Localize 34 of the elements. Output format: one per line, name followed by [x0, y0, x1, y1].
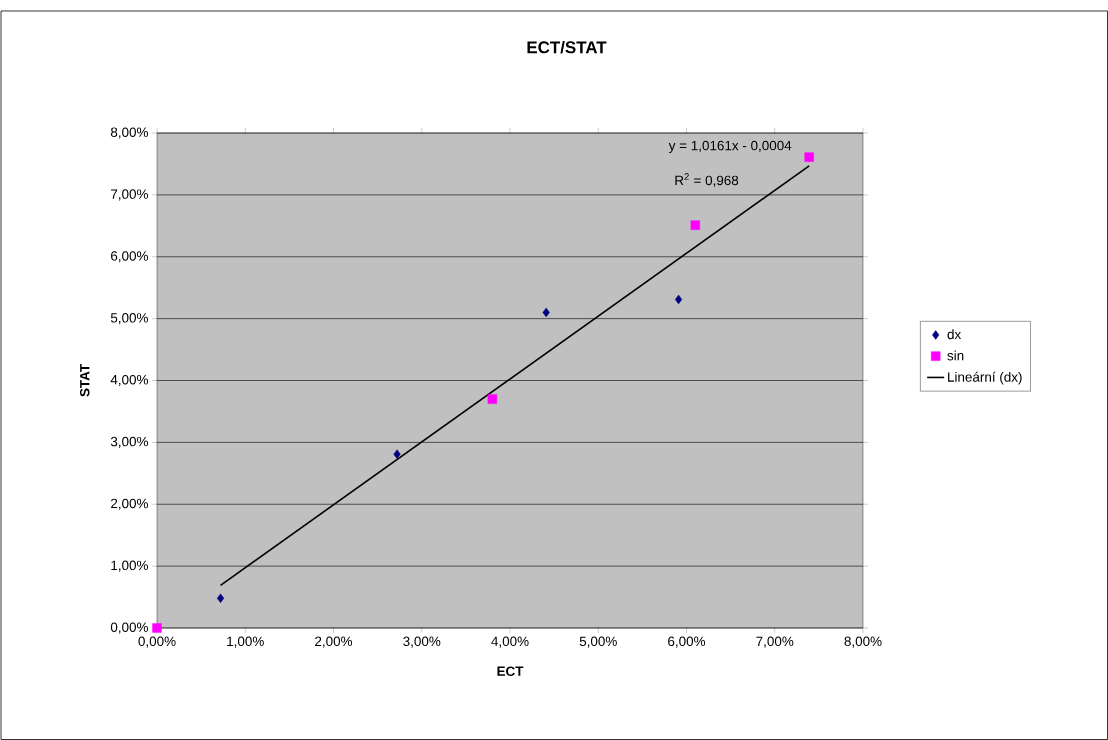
y-tick-label: 0,00% [110, 622, 148, 634]
x-tick-label: 4,00% [491, 636, 529, 648]
y-tick-label: 5,00% [110, 313, 148, 325]
point [542, 307, 550, 318]
x-tick-label: 1,00% [227, 636, 264, 648]
point [152, 623, 162, 633]
y-tick-label: 8,00% [110, 127, 148, 139]
y-tick-label: 4,00% [110, 374, 148, 387]
y-tick-label: 2,00% [111, 498, 148, 510]
y-tick-label: 3,00% [110, 436, 148, 448]
point [216, 593, 225, 603]
y-axis-title: STAT [79, 364, 90, 397]
legend-label: sin [947, 350, 964, 361]
x-tick-label: 0,00% [138, 636, 176, 648]
annotation: y = 1,0161x - 0,0004 [668, 140, 792, 153]
x-tick-label: 2,00% [315, 636, 353, 648]
x-tick-label: 8,00% [844, 636, 882, 648]
y-tick-label: 1,00% [111, 560, 148, 572]
point [690, 220, 701, 230]
legend-label: Lineární (dx) [948, 371, 1022, 385]
x-tick-label: 5,00% [579, 636, 617, 648]
point [674, 294, 683, 305]
point [487, 394, 498, 404]
point [804, 152, 814, 162]
annotation: R$^{2}$ = 0,968 [675, 173, 739, 187]
legend-label: dx [947, 329, 962, 340]
y-tick-label: 6,00% [111, 251, 148, 263]
chart-title: ECT/STAT [527, 40, 607, 54]
x-tick-label: 3,00% [403, 636, 441, 648]
x-tick-label: 7,00% [756, 636, 794, 648]
x-tick-label: 6,00% [668, 636, 706, 648]
x-axis-title: ECT [497, 666, 524, 676]
point [393, 449, 401, 459]
y-tick-label: 7,00% [111, 189, 148, 201]
